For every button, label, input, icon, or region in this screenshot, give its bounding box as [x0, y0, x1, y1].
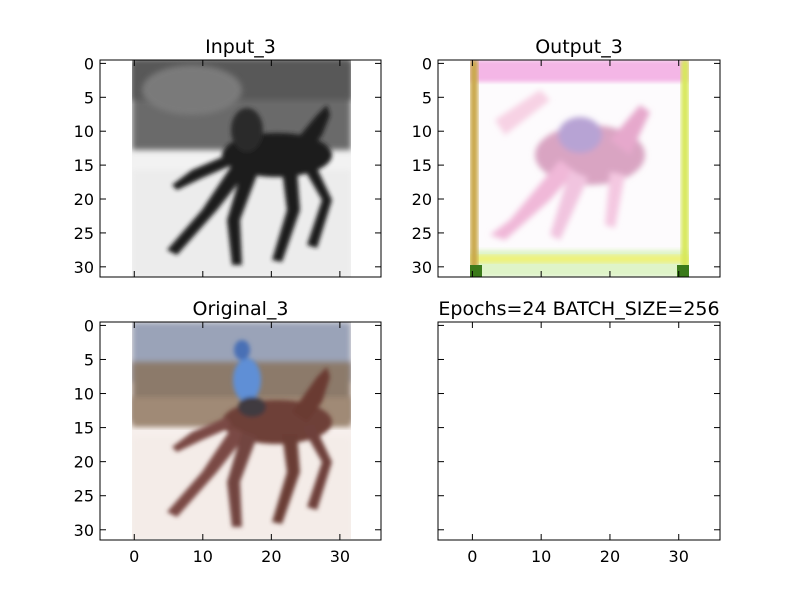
y-tick-label: 5: [84, 88, 94, 107]
y-tick-label: 5: [84, 350, 94, 369]
y-tick-label: 10: [74, 122, 94, 141]
y-tick-label: 25: [74, 224, 94, 243]
panel-input: 0 5 10 15 20 25 30 Input_3: [74, 36, 382, 278]
y-tick-label: 20: [74, 453, 94, 472]
y-tick-label: 5: [422, 88, 432, 107]
panel-output: 0 5 10 15 20 25 30 Output_3: [412, 36, 721, 278]
y-tick-label: 30: [74, 258, 94, 277]
input-axes-frame: [99, 59, 382, 278]
x-tick-label: 0: [467, 547, 477, 566]
y-tick-label: 15: [74, 156, 94, 175]
x-tick-label: 20: [261, 547, 281, 566]
y-tick-label: 25: [74, 487, 94, 506]
x-tick-label: 30: [330, 547, 350, 566]
info-axes-frame: [437, 321, 721, 541]
original-image: [132, 322, 351, 539]
y-tick-label: 0: [422, 54, 432, 73]
y-tick-label: 20: [412, 190, 432, 209]
original-axes-frame: [99, 321, 382, 541]
output-image: [470, 60, 689, 277]
x-tick-label: 20: [600, 547, 620, 566]
panel-title: Original_3: [193, 298, 289, 320]
panel-title: Input_3: [205, 36, 276, 58]
panel-title: Epochs=24 BATCH_SIZE=256: [438, 298, 719, 320]
x-tick-label: 10: [531, 547, 551, 566]
panel-info: 0 10 20 30 Epochs=24 BATCH_SIZE=256: [437, 298, 721, 566]
y-tick-label: 25: [412, 224, 432, 243]
x-tick-label: 0: [129, 547, 139, 566]
y-tick-label: 10: [74, 385, 94, 404]
y-tick-label: 30: [412, 258, 432, 277]
input-image: [132, 60, 351, 277]
y-tick-label: 20: [74, 190, 94, 209]
panel-original: 0 5 10 15 20 25 30 0 10 20 30 Original_3: [74, 298, 382, 566]
y-tick-label: 10: [412, 122, 432, 141]
y-tick-label: 15: [412, 156, 432, 175]
y-tick-label: 15: [74, 419, 94, 438]
y-tick-label: 0: [84, 54, 94, 73]
output-axes-frame: [437, 59, 721, 278]
y-tick-label: 30: [74, 521, 94, 540]
y-tick-label: 0: [84, 316, 94, 335]
x-tick-label: 30: [669, 547, 689, 566]
x-tick-label: 10: [193, 547, 213, 566]
panel-title: Output_3: [535, 36, 623, 58]
